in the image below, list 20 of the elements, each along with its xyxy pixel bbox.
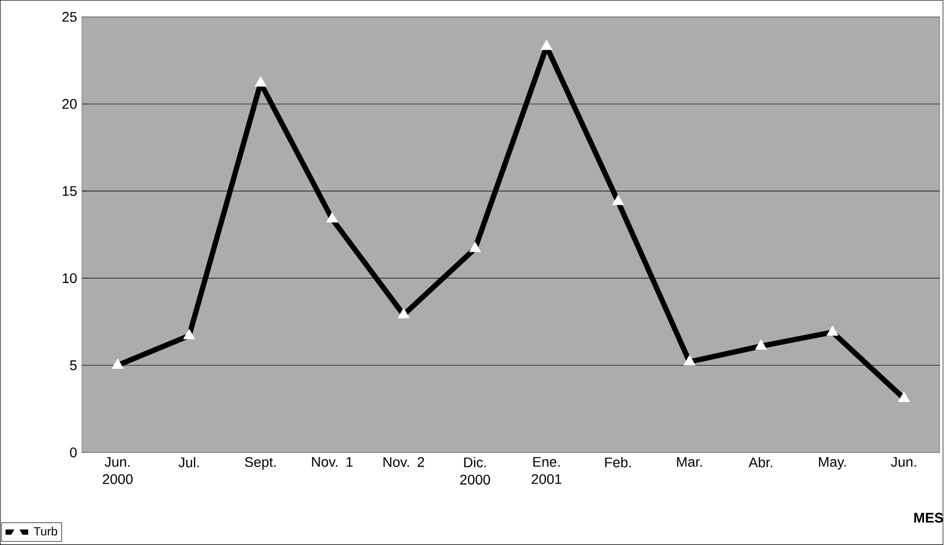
y-tick-label: 20: [62, 99, 77, 109]
x-tick-label: Sept.: [244, 457, 276, 470]
y-tick-label: 25: [62, 12, 77, 22]
x-tick-label: Nov. 1: [312, 457, 353, 467]
y-tick-label: 0: [70, 447, 77, 458]
x-tick-label: May.: [819, 457, 846, 470]
x-tick-label: Nov. 2: [384, 457, 424, 467]
y-tick-label: 10: [62, 273, 77, 284]
x-tick-label: Abr.: [748, 457, 772, 468]
x-tick-label: Mar.: [677, 457, 702, 467]
legend-label: Turb: [34, 526, 58, 536]
x-tick-label: Jul.: [178, 457, 199, 468]
x-tick-label: Dic. 2000: [460, 457, 490, 485]
y-tick-label: 15: [62, 186, 77, 196]
x-tick-label: Ene. 2001: [532, 457, 562, 484]
x-tick-label: Jun. 2000: [102, 457, 133, 484]
x-axis-title: MES: [914, 512, 944, 523]
x-tick-label: Feb.: [605, 457, 631, 468]
y-tick-label: 5: [70, 360, 77, 370]
x-tick-label: Jun.: [890, 457, 916, 467]
